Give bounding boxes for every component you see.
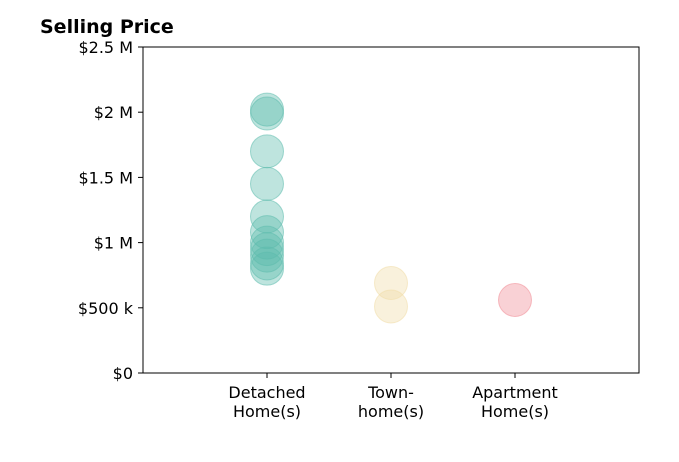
plot-frame — [142, 46, 640, 374]
x-tick-label-line2: Home(s) — [481, 402, 549, 421]
data-point — [374, 289, 408, 324]
data-point — [250, 134, 284, 169]
data-point — [250, 238, 284, 273]
chart-title: Selling Price — [40, 16, 174, 38]
data-point — [374, 266, 408, 301]
data-point — [498, 282, 532, 317]
data-point — [250, 246, 284, 281]
data-point — [250, 96, 284, 131]
y-tick-label: $500 k — [78, 299, 134, 318]
data-point — [250, 251, 284, 286]
y-tick-label: $2 M — [94, 103, 133, 122]
y-tick-label: $1.5 M — [78, 168, 133, 187]
y-tick-label: $1 M — [94, 234, 133, 253]
data-point — [250, 166, 284, 201]
x-tick-label-line2: Home(s) — [233, 402, 301, 421]
y-tick-label: $2.5 M — [78, 38, 133, 57]
x-tick-label: Detached — [228, 383, 305, 402]
y-tick-label: $0 — [113, 364, 133, 383]
x-tick-label: Apartment — [472, 383, 558, 402]
x-tick-label-line2: home(s) — [358, 402, 424, 421]
x-tick-label: Town- — [367, 383, 414, 402]
